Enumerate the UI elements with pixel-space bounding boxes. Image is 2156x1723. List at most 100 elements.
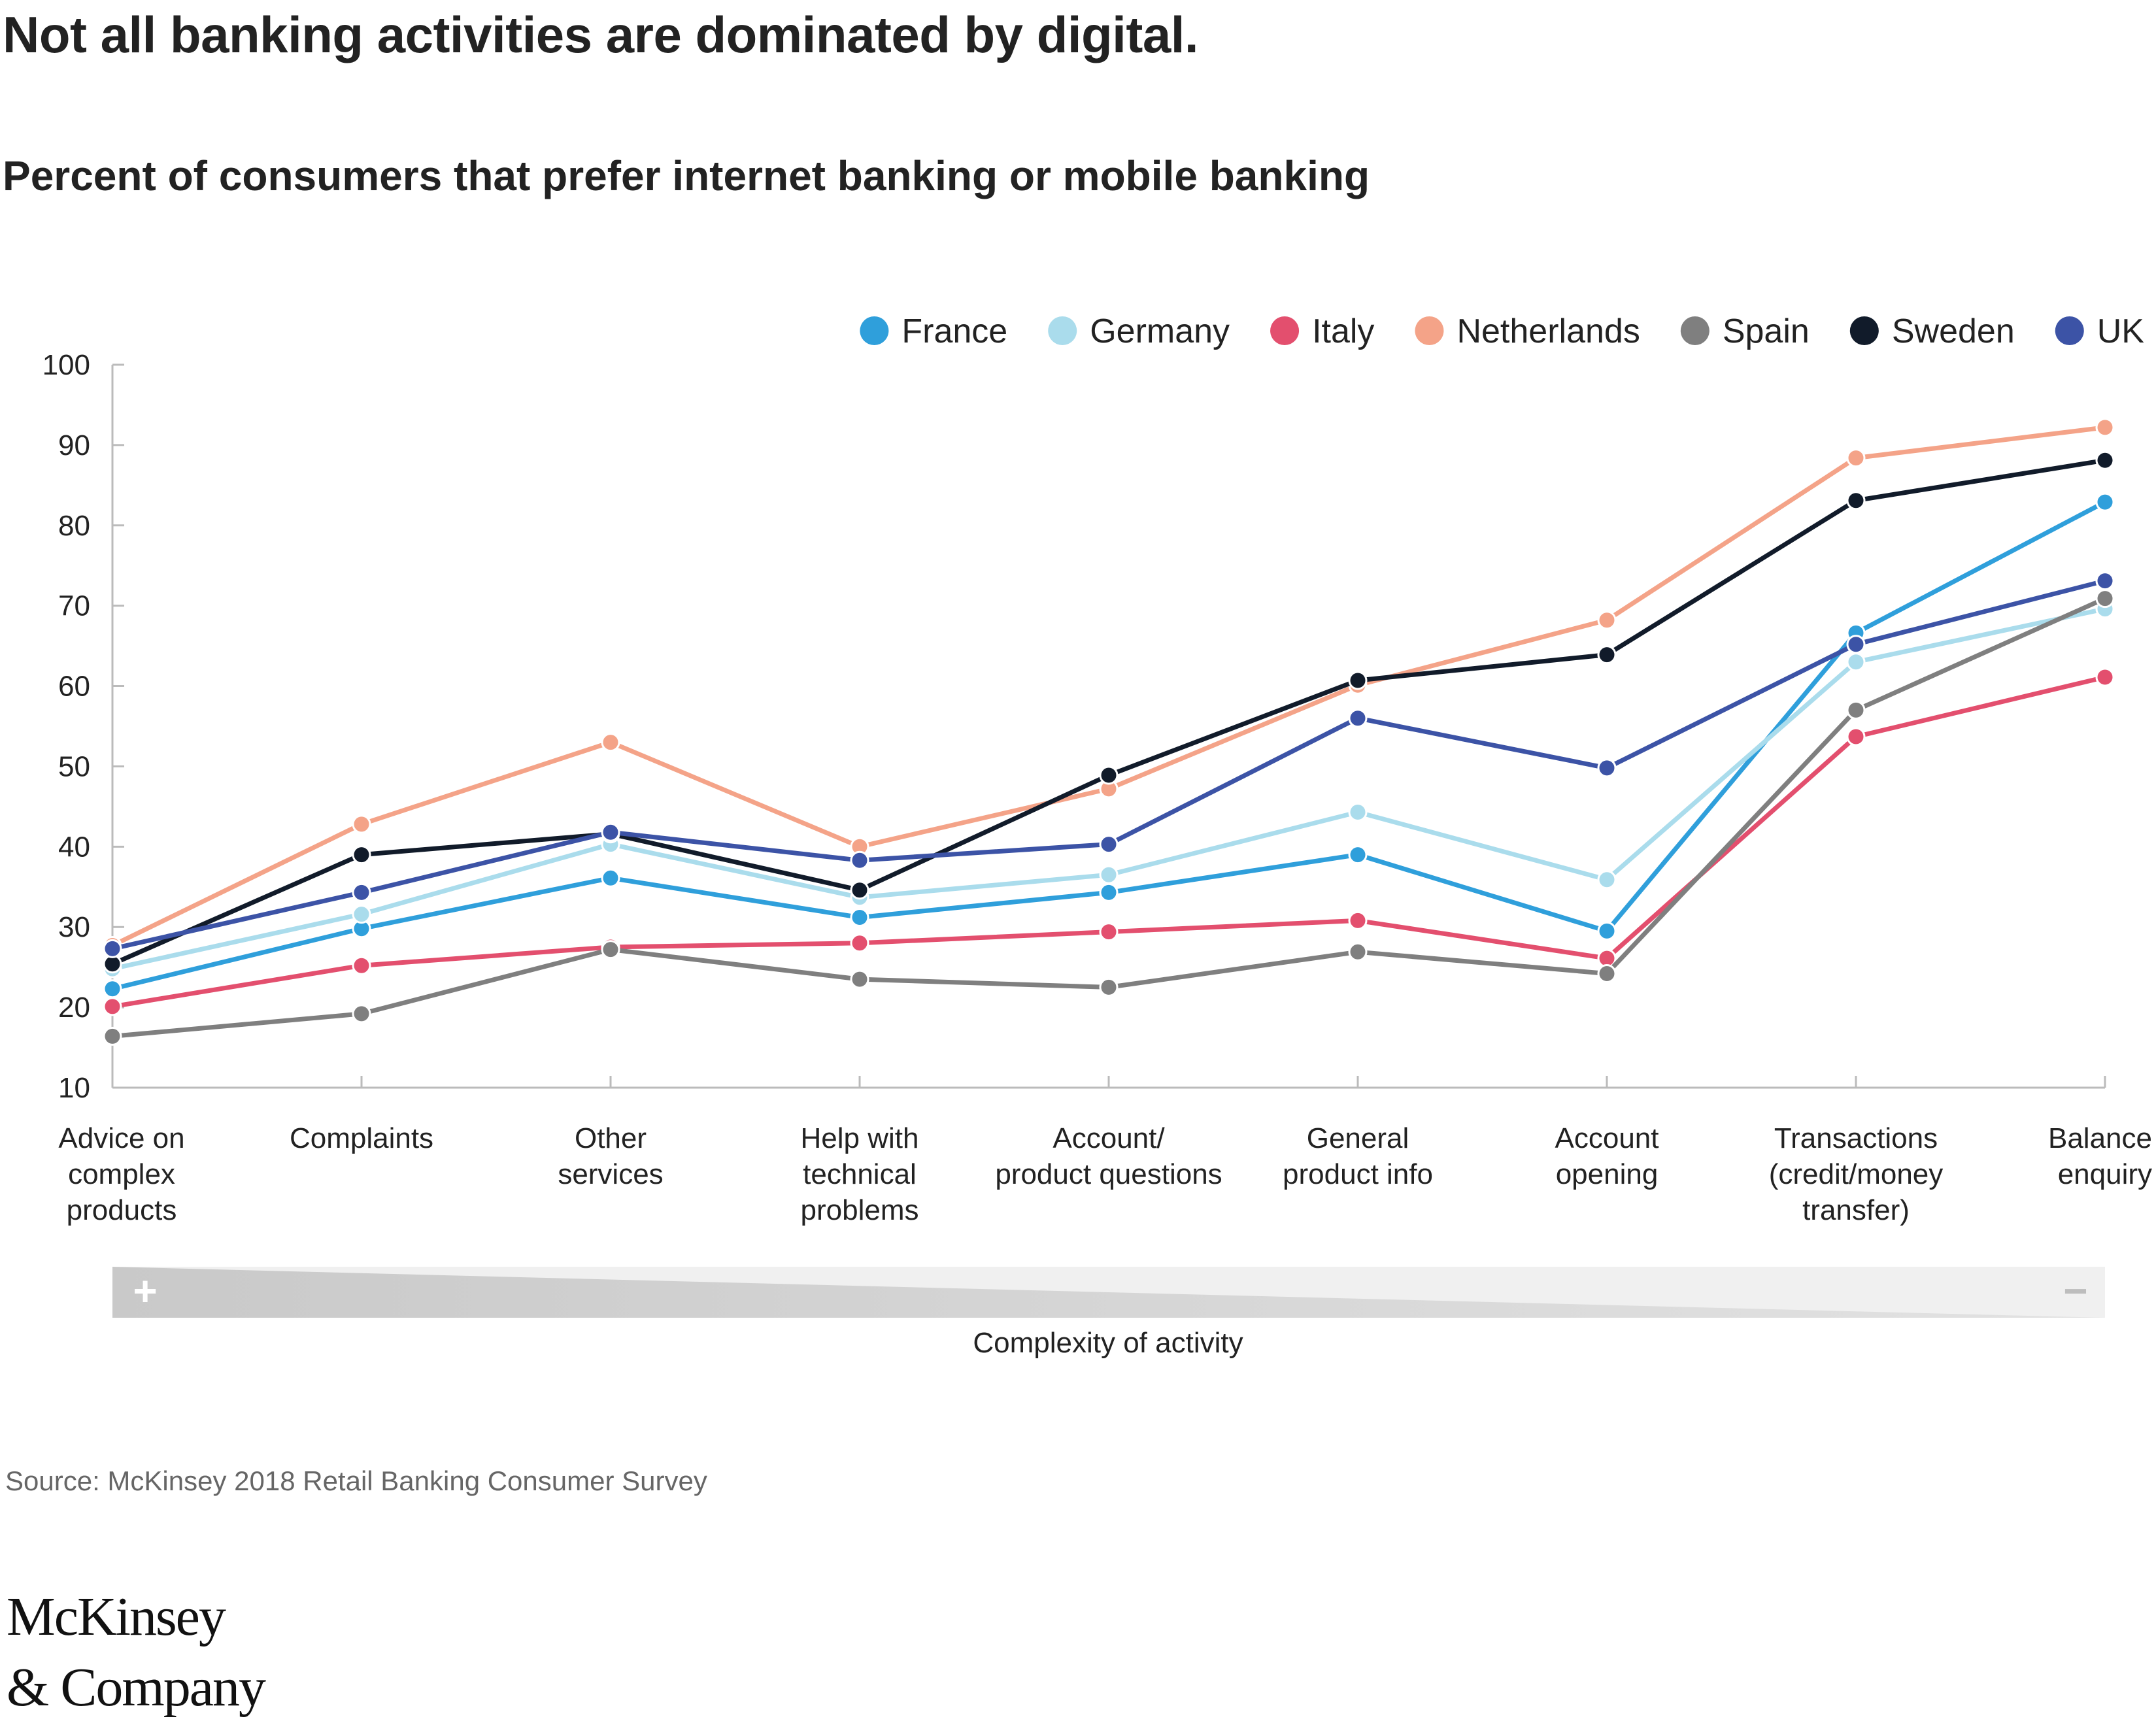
y-tick-label: 70 xyxy=(58,590,90,622)
legend-item-uk: UK xyxy=(2055,312,2145,350)
data-point-spain xyxy=(1846,700,1866,720)
x-tick-label: General product info xyxy=(1283,1122,1433,1190)
data-point-uk xyxy=(850,850,869,870)
data-point-spain xyxy=(103,1026,122,1046)
y-tick-label: 20 xyxy=(58,992,90,1024)
data-point-spain xyxy=(2095,589,2115,609)
data-point-germany xyxy=(1597,870,1617,890)
complexity-axis-label: Complexity of activity xyxy=(973,1327,1243,1359)
legend-marker-spain xyxy=(1680,316,1710,345)
data-point-italy xyxy=(2095,667,2115,687)
data-point-france xyxy=(103,979,122,999)
series-line-france xyxy=(112,500,2106,992)
legend-label-uk: UK xyxy=(2097,312,2145,350)
data-point-france xyxy=(850,908,869,927)
mckinsey-logo: McKinsey & Company xyxy=(7,1582,266,1723)
data-point-netherlands xyxy=(352,814,371,834)
data-point-sweden xyxy=(2095,450,2115,470)
complexity-plus-sign: + xyxy=(133,1267,157,1314)
x-tick-label: Account opening xyxy=(1555,1122,1659,1190)
logo-line-1: McKinsey xyxy=(7,1586,226,1647)
x-tick-label: Balance enquiry xyxy=(2048,1122,2152,1190)
y-tick-label: 50 xyxy=(58,750,90,782)
legend-label-spain: Spain xyxy=(1723,312,1810,350)
legend-label-sweden: Sweden xyxy=(1892,312,2015,350)
y-tick-label: 10 xyxy=(58,1072,90,1104)
x-tick-label: Transactions (credit/money transfer) xyxy=(1769,1122,1944,1226)
data-point-france xyxy=(1348,845,1368,865)
series-sweden xyxy=(103,450,2115,974)
legend-item-germany: Germany xyxy=(1048,312,1230,350)
legend-marker-sweden xyxy=(1849,316,1879,345)
series-france xyxy=(103,492,2115,999)
data-point-uk xyxy=(352,882,371,902)
complexity-wedge xyxy=(112,1267,2105,1318)
x-tick-label: Help with technical problems xyxy=(801,1122,919,1226)
y-tick-label: 60 xyxy=(58,671,90,703)
legend-item-netherlands: Netherlands xyxy=(1415,312,1640,350)
y-tick-label: 40 xyxy=(58,831,90,863)
legend-item-france: France xyxy=(860,312,1007,350)
legend-item-spain: Spain xyxy=(1680,312,1810,350)
legend-marker-germany xyxy=(1048,316,1077,345)
logo-line-2: & Company xyxy=(7,1657,266,1718)
legend-marker-uk xyxy=(2055,316,2084,345)
data-point-italy xyxy=(103,997,122,1016)
data-point-sweden xyxy=(352,845,371,865)
data-point-italy xyxy=(1348,911,1368,930)
y-tick-label: 100 xyxy=(42,349,90,381)
y-tick-label: 80 xyxy=(58,510,90,542)
data-point-spain xyxy=(850,969,869,989)
x-tick-label: Advice on complex products xyxy=(58,1122,184,1226)
legend: France Germany Italy Netherlands Spain Sweden… xyxy=(860,312,2144,350)
data-point-france xyxy=(1597,921,1617,941)
data-point-uk xyxy=(601,822,620,842)
legend-item-italy: Italy xyxy=(1270,312,1374,350)
data-point-sweden xyxy=(1846,491,1866,510)
data-point-netherlands xyxy=(1597,611,1617,630)
data-point-spain xyxy=(1597,964,1617,983)
complexity-bar: + − xyxy=(112,1267,2105,1318)
x-tick-label: Complaints xyxy=(290,1122,433,1154)
data-point-uk xyxy=(2095,571,2115,591)
axes: 10 20 30 40 50 60 70 80 90 100 Advice on complex pro… xyxy=(42,349,2152,1226)
data-point-sweden xyxy=(1597,645,1617,665)
data-point-spain xyxy=(352,1004,371,1024)
series-line-spain xyxy=(112,596,2106,1039)
line-chart: France Germany Italy Netherlands Spain Sweden… xyxy=(42,312,2152,1318)
data-point-uk xyxy=(1348,709,1368,728)
data-point-germany xyxy=(1846,652,1866,672)
x-tick-label: Other services xyxy=(558,1122,663,1190)
series-uk xyxy=(103,571,2115,958)
data-point-netherlands xyxy=(1846,448,1866,468)
data-point-sweden xyxy=(850,880,869,900)
data-point-sweden xyxy=(1348,671,1368,690)
data-point-france xyxy=(2095,492,2115,512)
legend-marker-france xyxy=(860,316,889,345)
data-point-uk xyxy=(1099,835,1119,854)
data-point-france xyxy=(601,868,620,888)
series-netherlands xyxy=(103,418,2115,955)
legend-marker-netherlands xyxy=(1415,316,1444,345)
data-point-italy xyxy=(352,956,371,975)
data-point-spain xyxy=(1348,942,1368,962)
data-point-italy xyxy=(850,933,869,953)
data-point-netherlands xyxy=(601,733,620,752)
data-point-italy xyxy=(1099,922,1119,942)
legend-item-sweden: Sweden xyxy=(1849,312,2015,350)
data-point-germany xyxy=(1348,803,1368,822)
y-tick-label: 30 xyxy=(58,911,90,943)
data-point-uk xyxy=(103,939,122,958)
legend-label-germany: Germany xyxy=(1090,312,1230,350)
chart-subtitle: Percent of consumers that prefer interne… xyxy=(3,152,1370,199)
source-note: Source: McKinsey 2018 Retail Banking Con… xyxy=(5,1465,707,1496)
legend-marker-italy xyxy=(1270,316,1300,345)
data-point-germany xyxy=(352,905,371,924)
x-tick-label: Account/product questions xyxy=(995,1122,1222,1190)
data-point-netherlands xyxy=(2095,418,2115,437)
series-spain xyxy=(103,589,2115,1046)
data-point-germany xyxy=(1099,865,1119,884)
complexity-minus-sign: − xyxy=(2063,1267,2087,1314)
legend-label-france: France xyxy=(901,312,1007,350)
y-tick-label: 90 xyxy=(58,429,90,461)
